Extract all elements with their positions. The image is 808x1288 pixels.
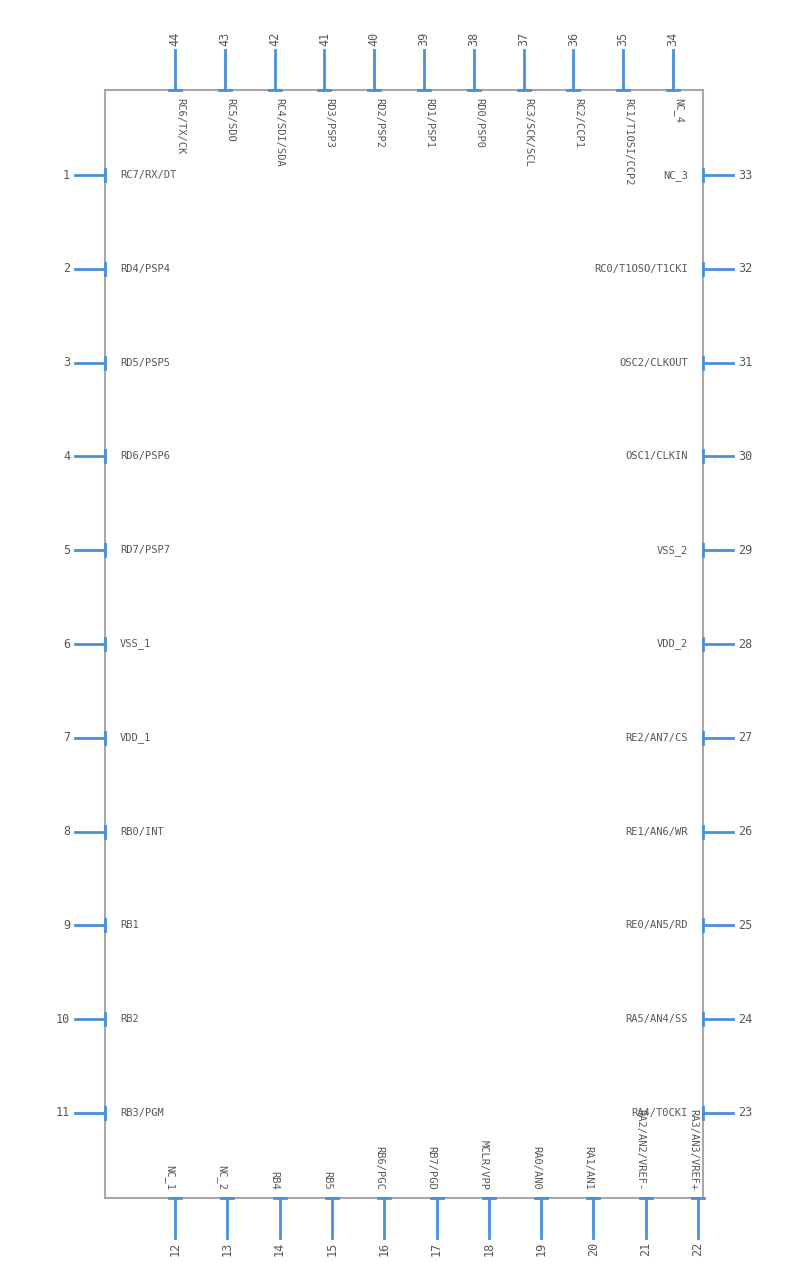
Text: 17: 17 bbox=[430, 1242, 443, 1256]
Text: VDD_2: VDD_2 bbox=[657, 639, 688, 649]
Text: 25: 25 bbox=[738, 918, 752, 931]
Text: RA0/AN0: RA0/AN0 bbox=[531, 1146, 541, 1190]
Text: OSC1/CLKIN: OSC1/CLKIN bbox=[625, 452, 688, 461]
Text: RE1/AN6/WR: RE1/AN6/WR bbox=[625, 827, 688, 836]
Text: 40: 40 bbox=[368, 32, 381, 46]
Text: RD0/PSP0: RD0/PSP0 bbox=[473, 98, 484, 148]
Text: 20: 20 bbox=[587, 1242, 600, 1256]
Text: MCLR/VPP: MCLR/VPP bbox=[479, 1140, 489, 1190]
Text: RB0/INT: RB0/INT bbox=[120, 827, 164, 836]
Text: VSS_2: VSS_2 bbox=[657, 545, 688, 555]
Text: 9: 9 bbox=[63, 918, 70, 931]
Text: 39: 39 bbox=[418, 32, 431, 46]
Text: RB4: RB4 bbox=[270, 1171, 280, 1190]
Text: NC_3: NC_3 bbox=[663, 170, 688, 180]
Text: RB7/PGD: RB7/PGD bbox=[427, 1146, 436, 1190]
Text: 38: 38 bbox=[467, 32, 480, 46]
Text: 23: 23 bbox=[738, 1106, 752, 1119]
Text: 37: 37 bbox=[517, 32, 530, 46]
Text: RA1/AN1: RA1/AN1 bbox=[583, 1146, 593, 1190]
Text: 16: 16 bbox=[377, 1242, 391, 1256]
Text: 31: 31 bbox=[738, 357, 752, 370]
Text: 19: 19 bbox=[535, 1242, 548, 1256]
Text: 11: 11 bbox=[56, 1106, 70, 1119]
Text: 2: 2 bbox=[63, 263, 70, 276]
Text: 12: 12 bbox=[169, 1242, 182, 1256]
Text: 44: 44 bbox=[169, 32, 182, 46]
Text: 4: 4 bbox=[63, 450, 70, 462]
Text: RD5/PSP5: RD5/PSP5 bbox=[120, 358, 170, 367]
Text: 26: 26 bbox=[738, 826, 752, 838]
Text: NC_2: NC_2 bbox=[217, 1164, 227, 1190]
Text: 35: 35 bbox=[617, 32, 629, 46]
Text: 43: 43 bbox=[218, 32, 231, 46]
Text: 7: 7 bbox=[63, 732, 70, 744]
Text: 32: 32 bbox=[738, 263, 752, 276]
Text: 8: 8 bbox=[63, 826, 70, 838]
Text: 21: 21 bbox=[639, 1242, 652, 1256]
Text: RD4/PSP4: RD4/PSP4 bbox=[120, 264, 170, 274]
Text: RD2/PSP2: RD2/PSP2 bbox=[374, 98, 385, 148]
Text: RC5/SDO: RC5/SDO bbox=[225, 98, 235, 142]
Text: 42: 42 bbox=[268, 32, 281, 46]
Text: RB5: RB5 bbox=[322, 1171, 332, 1190]
Text: 27: 27 bbox=[738, 732, 752, 744]
Text: 3: 3 bbox=[63, 357, 70, 370]
Text: RC7/RX/DT: RC7/RX/DT bbox=[120, 170, 176, 180]
Text: NC_4: NC_4 bbox=[673, 98, 684, 124]
Text: RB6/PGC: RB6/PGC bbox=[374, 1146, 385, 1190]
Text: RD3/PSP3: RD3/PSP3 bbox=[325, 98, 335, 148]
Text: RC2/CCP1: RC2/CCP1 bbox=[574, 98, 583, 148]
Text: RA2/AN2/VREF-: RA2/AN2/VREF- bbox=[636, 1109, 646, 1190]
Text: RC1/T1OSI/CCP2: RC1/T1OSI/CCP2 bbox=[623, 98, 633, 185]
Text: 13: 13 bbox=[221, 1242, 234, 1256]
Text: 10: 10 bbox=[56, 1012, 70, 1025]
Text: RE2/AN7/CS: RE2/AN7/CS bbox=[625, 733, 688, 743]
Text: RC4/SDI/SDA: RC4/SDI/SDA bbox=[275, 98, 284, 167]
Text: 41: 41 bbox=[318, 32, 331, 46]
Text: RC3/SCK/SCL: RC3/SCK/SCL bbox=[524, 98, 533, 167]
Text: 22: 22 bbox=[692, 1242, 705, 1256]
Text: 18: 18 bbox=[482, 1242, 495, 1256]
Text: 14: 14 bbox=[273, 1242, 286, 1256]
Bar bbox=[105, 90, 703, 1198]
Text: 34: 34 bbox=[667, 32, 680, 46]
Text: 1: 1 bbox=[63, 169, 70, 182]
Text: OSC2/CLKOUT: OSC2/CLKOUT bbox=[619, 358, 688, 367]
Text: RC0/T1OSO/T1CKI: RC0/T1OSO/T1CKI bbox=[594, 264, 688, 274]
Text: RB2: RB2 bbox=[120, 1014, 139, 1024]
Text: VSS_1: VSS_1 bbox=[120, 639, 151, 649]
Text: 24: 24 bbox=[738, 1012, 752, 1025]
Text: 30: 30 bbox=[738, 450, 752, 462]
Text: VDD_1: VDD_1 bbox=[120, 733, 151, 743]
Text: RA4/T0CKI: RA4/T0CKI bbox=[632, 1108, 688, 1118]
Text: 33: 33 bbox=[738, 169, 752, 182]
Text: 15: 15 bbox=[326, 1242, 339, 1256]
Text: 6: 6 bbox=[63, 638, 70, 650]
Text: 36: 36 bbox=[567, 32, 580, 46]
Text: 28: 28 bbox=[738, 638, 752, 650]
Text: RB1: RB1 bbox=[120, 921, 139, 930]
Text: RA3/AN3/VREF+: RA3/AN3/VREF+ bbox=[688, 1109, 698, 1190]
Text: RD1/PSP1: RD1/PSP1 bbox=[424, 98, 434, 148]
Text: RE0/AN5/RD: RE0/AN5/RD bbox=[625, 921, 688, 930]
Text: RD7/PSP7: RD7/PSP7 bbox=[120, 545, 170, 555]
Text: NC_1: NC_1 bbox=[164, 1164, 175, 1190]
Text: 5: 5 bbox=[63, 544, 70, 556]
Text: RC6/TX/CK: RC6/TX/CK bbox=[175, 98, 185, 155]
Text: RB3/PGM: RB3/PGM bbox=[120, 1108, 164, 1118]
Text: RD6/PSP6: RD6/PSP6 bbox=[120, 452, 170, 461]
Text: RA5/AN4/SS: RA5/AN4/SS bbox=[625, 1014, 688, 1024]
Text: 29: 29 bbox=[738, 544, 752, 556]
